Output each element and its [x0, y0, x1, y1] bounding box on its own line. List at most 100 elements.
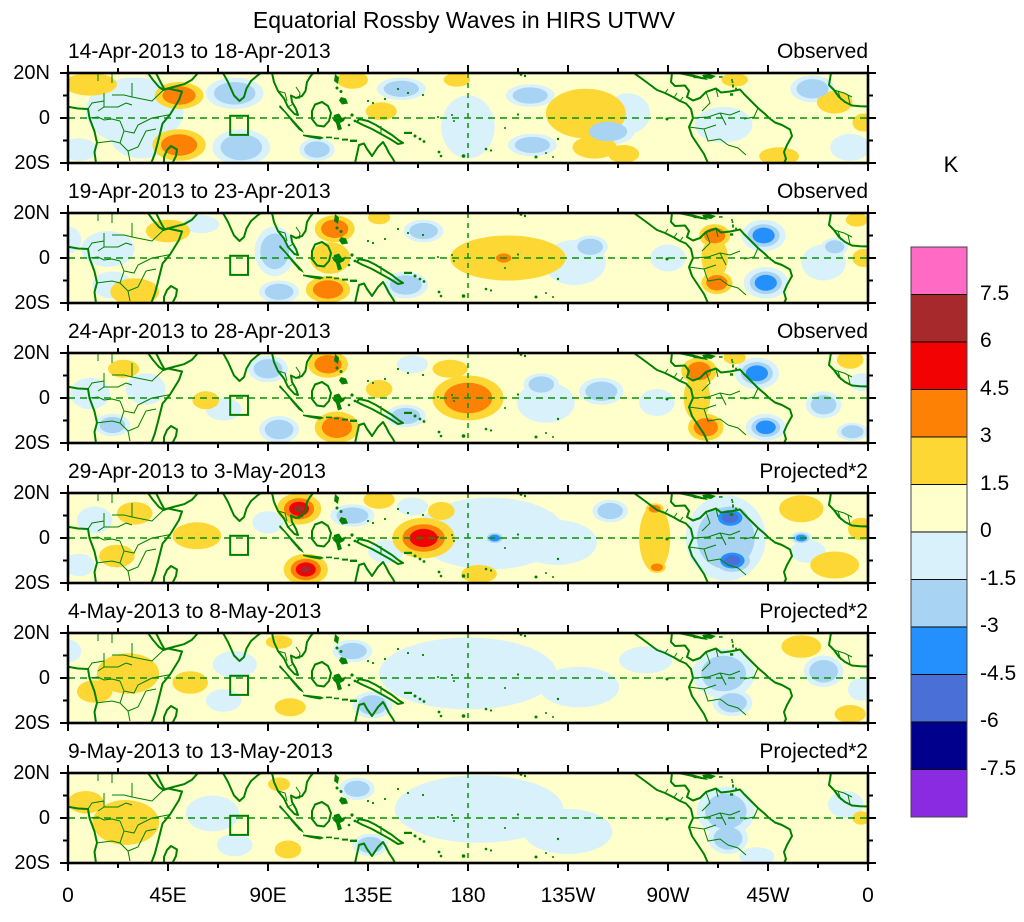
anomaly-contour [220, 134, 263, 161]
anomaly-contour [96, 653, 160, 694]
panel: 14-Apr-2013 to 18-Apr-2013 Observed 20N … [0, 36, 1024, 176]
anomaly-contour [724, 555, 741, 566]
anomaly-contour [723, 353, 746, 365]
panel-header: 4-May-2013 to 8-May-2013 Projected*2 [68, 596, 868, 624]
anomaly-contour [694, 106, 753, 143]
anomaly-contour [516, 520, 597, 565]
colorbar-segment [910, 531, 968, 580]
anomaly-contour [338, 642, 367, 660]
coastlines [68, 493, 868, 583]
panel: 9-May-2013 to 13-May-2013 Projected*2 20… [0, 736, 1024, 876]
reference-box [229, 114, 249, 136]
x-axis-tick-label: 45W [746, 884, 790, 907]
anomaly-contour [172, 671, 208, 694]
anomaly-contour [528, 376, 555, 393]
anomaly-field [68, 73, 868, 163]
anomaly-contour [108, 359, 140, 378]
panel-date-range: 24-Apr-2013 to 28-Apr-2013 [68, 320, 331, 343]
coastlines [68, 73, 868, 163]
anomaly-contour [409, 222, 438, 240]
anomaly-contour [752, 227, 775, 244]
anomaly-contour [722, 512, 739, 523]
islands [279, 633, 737, 719]
y-axis-label: 20N [13, 482, 50, 504]
islands [279, 773, 737, 859]
anomaly-contour [597, 502, 623, 520]
y-axis-label: 20S [14, 712, 50, 734]
anomaly-contour [577, 238, 603, 255]
anomaly-contour [852, 113, 868, 132]
anomaly-contour [432, 359, 469, 378]
panel-source-tag: Observed [776, 40, 868, 63]
y-axis-label: 0 [38, 107, 50, 129]
anomaly-contour [705, 793, 747, 830]
anomaly-contour [514, 136, 550, 154]
panel-map-row: 20N 0 20S [0, 622, 1024, 735]
panel-map-row: 20N 0 20S [0, 342, 1024, 455]
anomaly-contour [192, 391, 220, 410]
anomaly-contour [205, 689, 242, 712]
anomaly-contour [312, 280, 344, 299]
panel-date-range: 14-Apr-2013 to 18-Apr-2013 [68, 40, 331, 63]
panel-source-tag: Observed [776, 180, 868, 203]
map-border [66, 491, 870, 585]
colorbar-tick-label: -6 [980, 709, 999, 732]
anomaly-contour [363, 493, 395, 509]
anomaly-contour [443, 73, 471, 87]
colorbar-segment [910, 341, 968, 390]
anomaly-contour [265, 635, 293, 649]
anomaly-contour [145, 219, 191, 243]
anomaly-contour [274, 840, 302, 859]
colorbar-tick-label: -1.5 [980, 567, 1017, 590]
colorbar: K 7.5 6 4.5 3 1.5 0 -1.5 -3 -4.5 -6 -7.5 [908, 152, 1024, 852]
panel-header: 9-May-2013 to 13-May-2013 Projected*2 [68, 736, 868, 764]
anomaly-contour [721, 73, 748, 87]
map-border [66, 211, 870, 305]
colorbar-tick-label: -4.5 [980, 662, 1017, 685]
colorbar-tick-label: -3 [980, 614, 999, 637]
anomaly-contour [161, 134, 198, 156]
anomaly-contour [588, 121, 628, 142]
x-axis-tick-label: 135W [540, 884, 596, 907]
anomaly-contour [68, 138, 97, 161]
panel-map-row: 20N 0 20S [0, 202, 1024, 315]
y-axis-label: 20S [14, 292, 50, 314]
anomaly-contour [70, 377, 111, 410]
anomaly-contour [213, 82, 256, 105]
anomaly-contour [781, 635, 822, 658]
anomaly-contour [185, 795, 240, 832]
anomaly-contour [523, 809, 613, 854]
anomaly-contour [830, 133, 868, 161]
anomaly-contour [585, 381, 618, 401]
panel: 24-Apr-2013 to 28-Apr-2013 Observed 20N … [0, 316, 1024, 456]
y-axis-label: 0 [38, 387, 50, 409]
coastlines [68, 353, 868, 443]
anomaly-contour [344, 780, 370, 797]
map-border [66, 771, 870, 865]
y-axis-label: 20S [14, 432, 50, 454]
anomaly-contour [848, 678, 868, 701]
map-svg [60, 345, 876, 451]
anomaly-contour [99, 544, 135, 568]
panel: 29-Apr-2013 to 3-May-2013 Projected*2 20… [0, 456, 1024, 596]
anomaly-contour [619, 646, 673, 674]
anomaly-contour [687, 361, 712, 381]
anomaly-contour [212, 651, 257, 678]
anomaly-contour [92, 800, 160, 845]
country-borders [87, 353, 853, 442]
anomaly-contour [368, 213, 391, 225]
y-axis-label: 20S [14, 852, 50, 874]
anomaly-contour [260, 233, 290, 270]
panel-date-range: 29-Apr-2013 to 3-May-2013 [68, 460, 326, 483]
anomaly-contour [836, 353, 864, 369]
y-axis-label: 0 [38, 667, 50, 689]
anomaly-contour [639, 389, 675, 416]
map-svg [60, 625, 876, 731]
y-axis-label: 0 [38, 807, 50, 829]
country-borders [87, 493, 853, 582]
anomaly-contour [321, 416, 352, 438]
coastlines [68, 773, 868, 863]
panel-source-tag: Projected*2 [759, 600, 868, 623]
panel-source-tag: Projected*2 [759, 740, 868, 763]
anomaly-contour [754, 274, 777, 291]
